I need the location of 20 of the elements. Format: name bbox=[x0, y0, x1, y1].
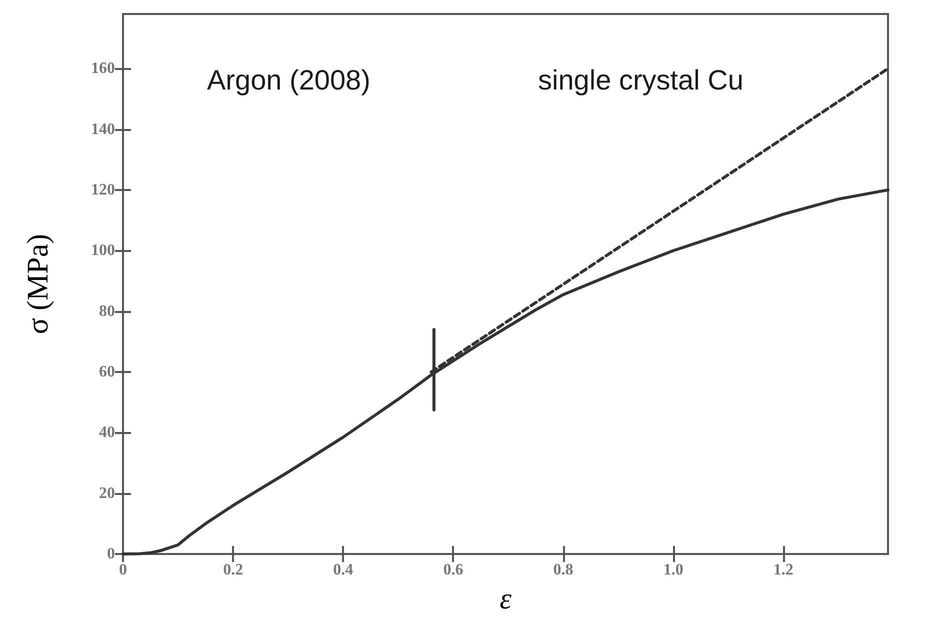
y-tick-label: 0 bbox=[107, 546, 115, 562]
x-tick-label: 1.2 bbox=[773, 562, 794, 578]
y-tick-label: 120 bbox=[91, 181, 115, 198]
y-tick-label: 60 bbox=[99, 363, 115, 380]
x-tick-label: 1.0 bbox=[663, 562, 684, 578]
y-tick-label: 40 bbox=[99, 424, 115, 442]
y-tick-label: 80 bbox=[99, 302, 115, 320]
y-tick-label: 140 bbox=[91, 120, 115, 138]
x-tick-label: 0.8 bbox=[553, 562, 574, 578]
x-tick-label: 0.4 bbox=[333, 562, 354, 578]
annotation: Argon (2008) bbox=[207, 64, 370, 96]
x-tick-label: 0.6 bbox=[443, 562, 464, 578]
annotation: single crystal Cu bbox=[538, 64, 744, 96]
x-tick-label: 0 bbox=[119, 562, 127, 578]
y-tick-label: 100 bbox=[91, 242, 115, 260]
y-tick-label: 20 bbox=[99, 484, 115, 502]
y-tick-label: 160 bbox=[91, 60, 115, 78]
x-axis-title: ε bbox=[500, 582, 512, 616]
y-axis-title: σ (MPa) bbox=[22, 234, 54, 334]
x-tick-label: 0.2 bbox=[223, 562, 244, 578]
